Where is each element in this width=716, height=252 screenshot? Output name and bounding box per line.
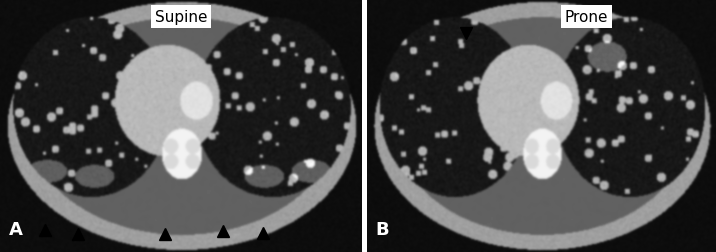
Text: Prone: Prone <box>565 10 609 25</box>
Text: A: A <box>9 220 23 238</box>
Text: Supine: Supine <box>155 10 208 25</box>
Text: B: B <box>375 220 389 238</box>
